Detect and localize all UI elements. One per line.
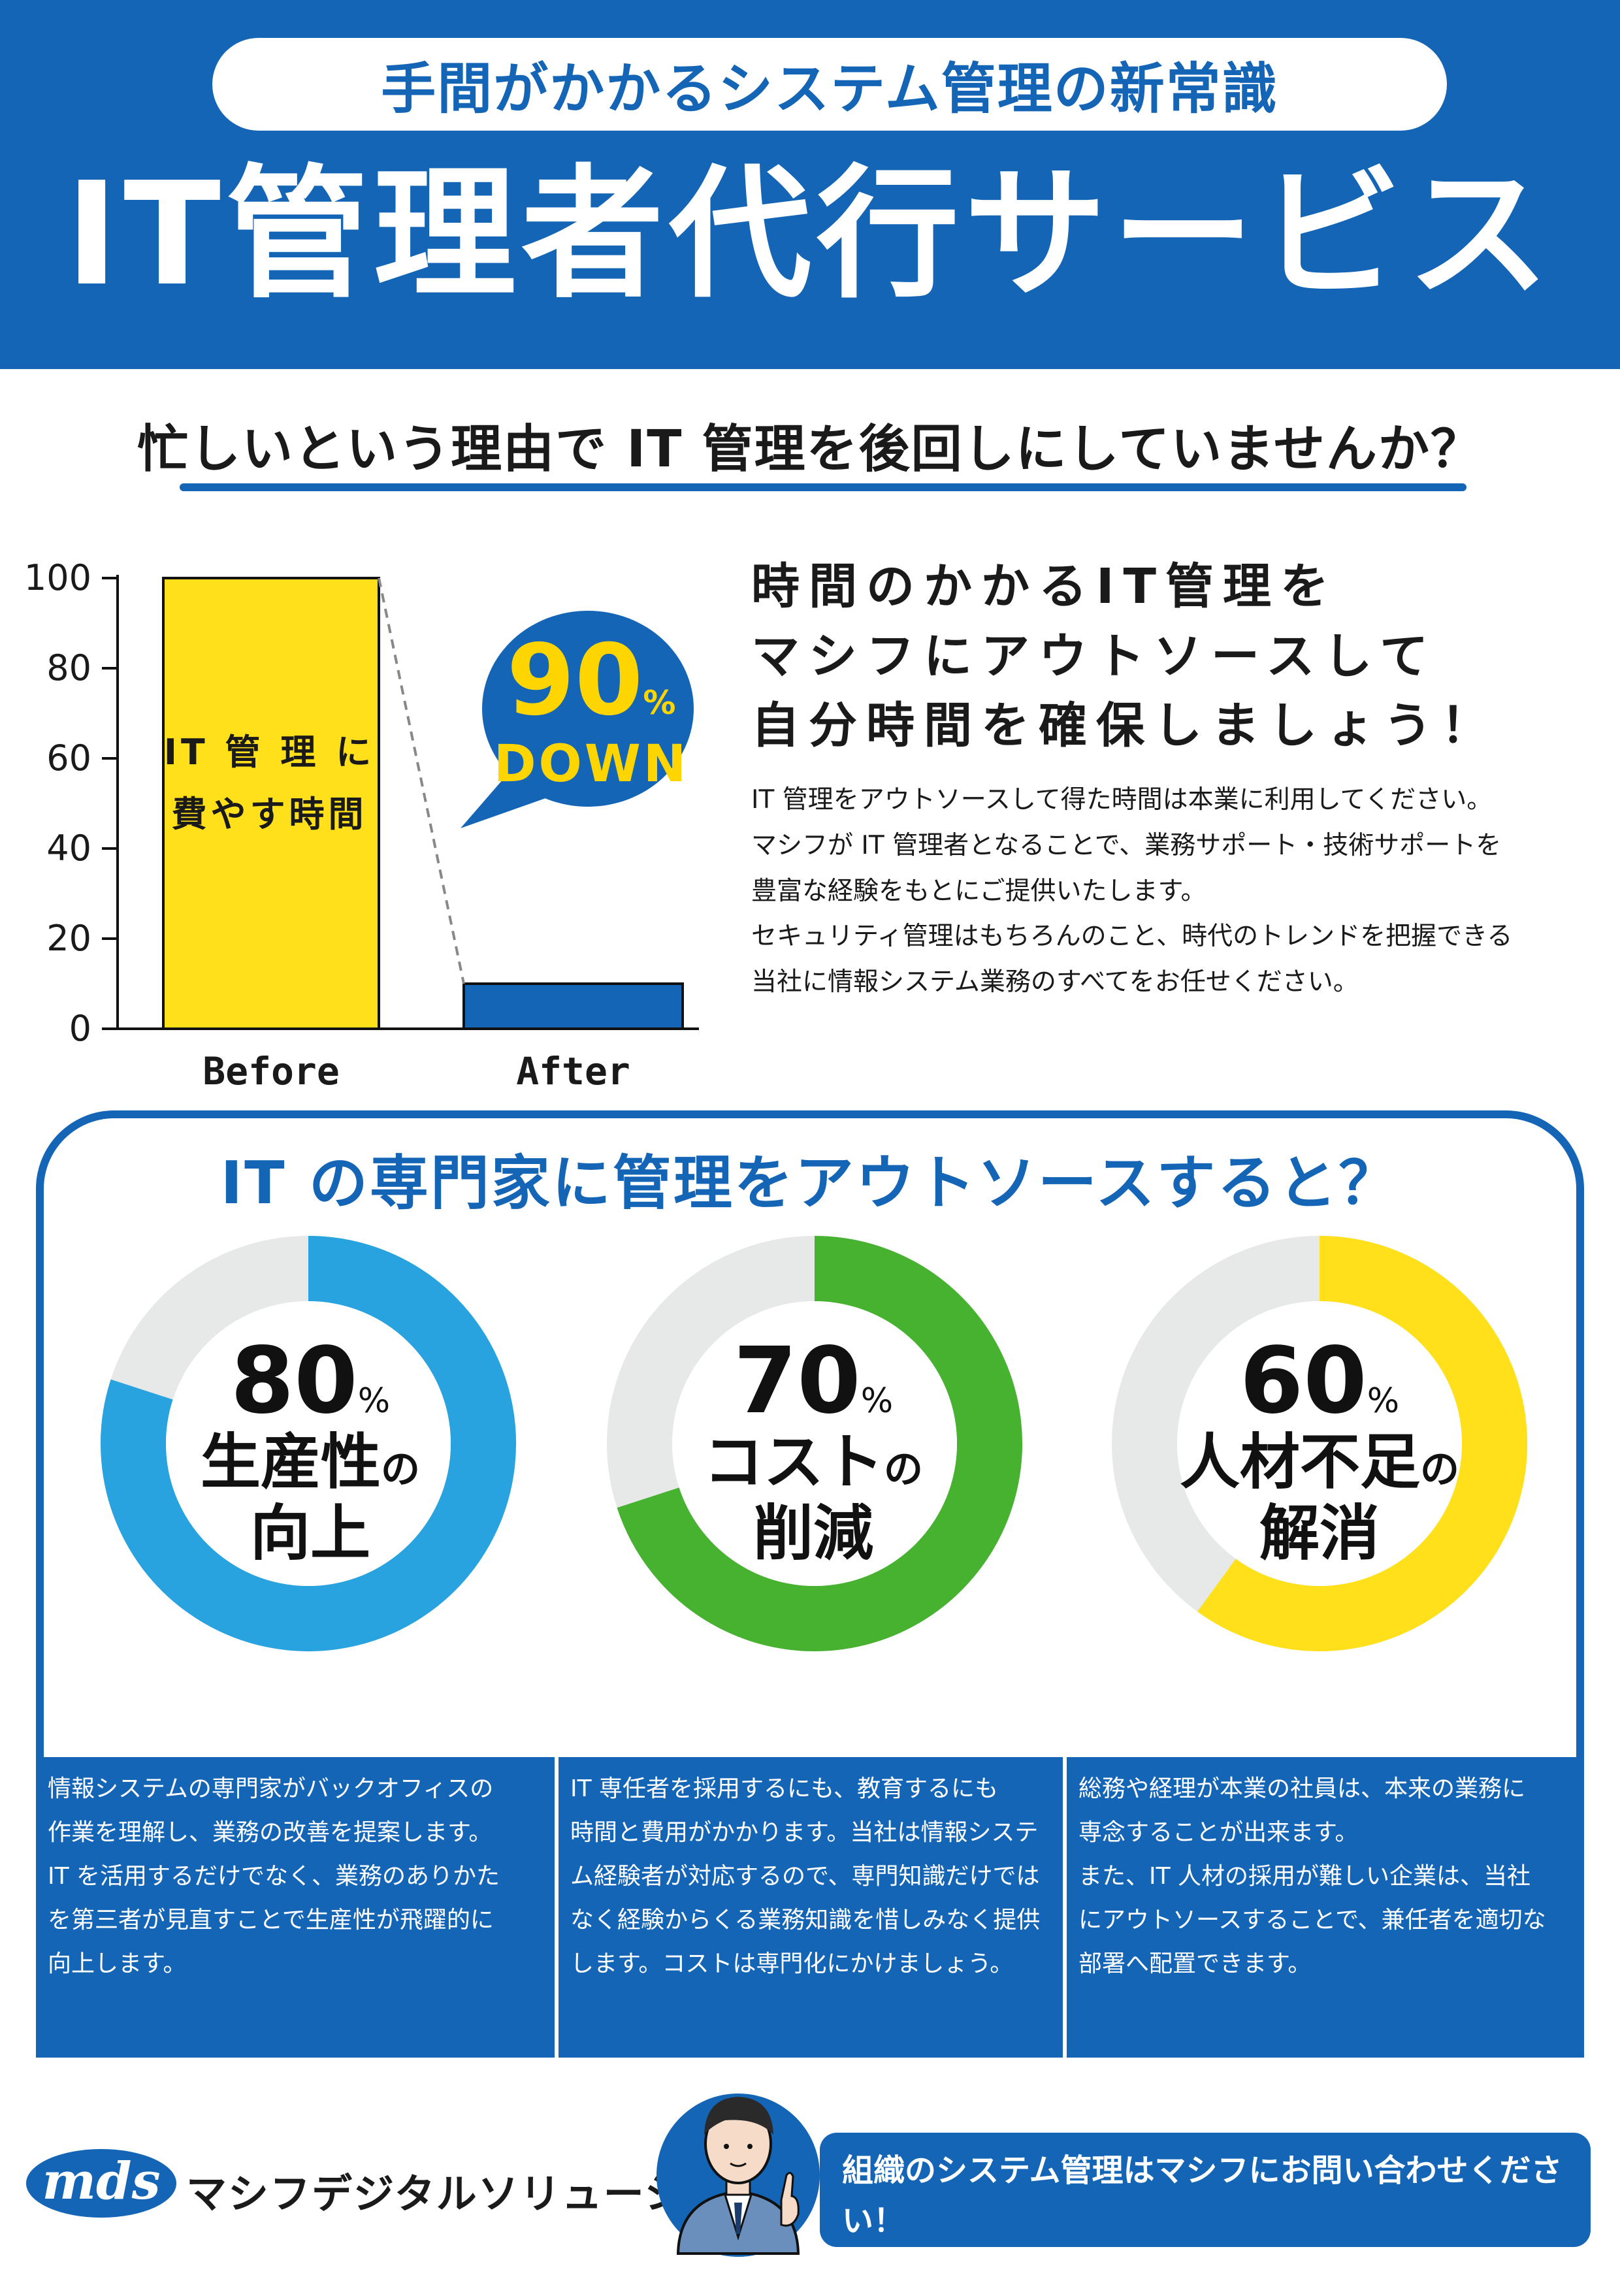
y-tick-label: 40 bbox=[46, 828, 91, 869]
headline: 時間のかかるIT管理を マシフにアウトソースして 自分時間を確保しましょう！ bbox=[751, 552, 1535, 761]
header-subtitle: 手間がかかるシステム管理の新常識 bbox=[381, 56, 1278, 121]
donut-unit: % bbox=[1367, 1382, 1400, 1421]
donut-hole bbox=[1177, 1301, 1462, 1586]
x-category-label: After bbox=[516, 1049, 630, 1093]
donut-charts bbox=[101, 1236, 1527, 1651]
y-tick-label: 0 bbox=[69, 1008, 91, 1049]
reduction-value: 90% bbox=[483, 624, 699, 737]
description-line: します。コストは専門化にかけましょう。 bbox=[570, 1950, 1014, 1977]
page-title: IT管理者代行サービス bbox=[65, 152, 1555, 317]
speech-bubble bbox=[461, 611, 694, 828]
reduction-connector bbox=[378, 577, 465, 984]
time-bar-chart: 0 20 40 60 80 100 Before After bbox=[24, 557, 699, 1093]
y-tick-label: 20 bbox=[46, 918, 91, 959]
bar-label: IT 管 理 に 費やす時間 bbox=[163, 722, 376, 845]
description-line: を第三者が見直すことで生産性が飛躍的に bbox=[48, 1906, 494, 1933]
donut-arc bbox=[101, 1236, 516, 1651]
description-line: ム経験者が対応するので、専門知識だけでは bbox=[570, 1862, 1040, 1890]
bar-label-line-2: 費やす時間 bbox=[171, 793, 368, 835]
description-productivity: 情報システムの専門家がバックオフィスの 作業を理解し、業務の改善を提案します。 … bbox=[36, 1757, 555, 2058]
x-category-label: Before bbox=[202, 1049, 340, 1093]
y-tick-label: 60 bbox=[46, 737, 91, 779]
consultant-avatar-icon bbox=[656, 2094, 820, 2257]
subtitle-pill: 手間がかかるシステム管理の新常識 bbox=[212, 38, 1447, 131]
body-line: 豊富な経験をもとにご提供いたします。 bbox=[751, 876, 1207, 906]
description-line: また、IT 人材の採用が難しい企業は、当社 bbox=[1078, 1862, 1531, 1890]
description-line: 部署へ配置できます。 bbox=[1078, 1950, 1312, 1977]
donut-percent: 80 bbox=[230, 1328, 358, 1434]
question-heading: 忙しいという理由で IT 管理を後回しにしていませんか？ bbox=[137, 420, 1483, 479]
description-line: IT を活用するだけでなく、業務のありかた bbox=[48, 1862, 500, 1890]
donut-unit: % bbox=[860, 1382, 894, 1421]
donut-hole bbox=[672, 1301, 957, 1586]
donut-hole bbox=[166, 1301, 451, 1586]
headline-line-3: 自分時間を確保しましょう！ bbox=[751, 698, 1498, 754]
body-line: マシフが IT 管理者となることで、業務サポート・技術サポートを bbox=[751, 830, 1502, 860]
donut-title: 生産性 bbox=[200, 1427, 381, 1497]
donut-arc bbox=[1197, 1236, 1527, 1651]
headline-line-1: 時間のかかるIT管理を bbox=[751, 558, 1338, 615]
donut-cost bbox=[607, 1236, 1022, 1651]
donut-unit: % bbox=[357, 1382, 391, 1421]
donut-productivity bbox=[101, 1236, 516, 1651]
description-line: 作業を理解し、業務の改善を提案します。 bbox=[48, 1819, 493, 1846]
reduction-text: DOWN bbox=[493, 735, 689, 794]
contact-box: 組織のシステム管理はマシフにお問い合わせください！ 皆様からのご連絡お待ちしてお… bbox=[820, 2133, 1591, 2289]
question-underline bbox=[180, 483, 1466, 491]
description-line: IT 専任者を採用するにも、教育するにも bbox=[570, 1775, 998, 1802]
description-line: 向上します。 bbox=[48, 1950, 187, 1977]
description-cost: IT 専任者を採用するにも、教育するにも 時間と費用がかかります。当社は情報シス… bbox=[559, 1757, 1063, 2058]
headline-line-2: マシフにアウトソースして bbox=[751, 628, 1438, 685]
body-line: IT 管理をアウトソースして得た時間は本業に利用してください。 bbox=[751, 785, 1493, 815]
donut-title-suffix: の bbox=[884, 1447, 923, 1493]
description-staffing: 総務や経理が本業の社員は、本来の業務に 専念することが出来ます。 また、IT 人… bbox=[1067, 1757, 1584, 2058]
donut-title-suffix: の bbox=[381, 1447, 420, 1493]
description-line: 情報システムの専門家がバックオフィスの bbox=[48, 1775, 494, 1802]
reduction-number: 90 bbox=[506, 624, 643, 737]
donut-title: 人材不足 bbox=[1179, 1427, 1420, 1497]
donut-staffing bbox=[1112, 1236, 1527, 1651]
contact-line-1: 組織のシステム管理はマシフにお問い合わせください！ bbox=[842, 2152, 1563, 2239]
donut-title: コスト bbox=[703, 1427, 884, 1497]
description-line: 時間と費用がかかります。当社は情報システ bbox=[570, 1819, 1039, 1846]
company-logo: mds bbox=[26, 2149, 176, 2218]
donut-percent: 60 bbox=[1239, 1328, 1367, 1434]
donut-label-staffing: 60% 人材不足の 解消 bbox=[1150, 1336, 1489, 1569]
donut-percent: 70 bbox=[733, 1328, 861, 1434]
description-line: 総務や経理が本業の社員は、本来の業務に bbox=[1078, 1775, 1526, 1802]
description-line: なく経験からくる業務知識を惜しみなく提供 bbox=[570, 1906, 1041, 1933]
donut-subtitle: 向上 bbox=[250, 1498, 370, 1568]
donut-label-productivity: 80% 生産性の 向上 bbox=[140, 1336, 480, 1569]
outsource-title: IT の専門家に管理をアウトソースすると？ bbox=[220, 1149, 1400, 1218]
bar-label-line-1: IT 管 理 に bbox=[163, 732, 376, 773]
donut-label-cost: 70% コストの 削減 bbox=[643, 1336, 983, 1569]
reduction-unit: % bbox=[643, 684, 676, 722]
donut-subtitle: 解消 bbox=[1259, 1498, 1380, 1568]
description-line: 専念することが出来ます。 bbox=[1078, 1819, 1359, 1846]
donut-title-suffix: の bbox=[1420, 1447, 1459, 1493]
y-tick-label: 100 bbox=[24, 557, 91, 598]
contact-line-2: 皆様からのご連絡お待ちしております！ bbox=[842, 2252, 1405, 2289]
description-line: にアウトソースすることで、兼任者を適切な bbox=[1078, 1906, 1546, 1933]
bar-before bbox=[162, 577, 380, 1030]
bar-after bbox=[462, 982, 684, 1030]
y-tick-label: 80 bbox=[46, 647, 91, 688]
body-line: セキュリティ管理はもちろんのこと、時代のトレンドを把握できる bbox=[751, 922, 1513, 952]
donut-subtitle: 削減 bbox=[753, 1498, 873, 1568]
body-line: 当社に情報システム業務のすべてをお任せください。 bbox=[751, 967, 1359, 997]
body-text: IT 管理をアウトソースして得た時間は本業に利用してください。 マシフが IT … bbox=[751, 777, 1555, 1005]
donut-arc bbox=[617, 1236, 1022, 1651]
